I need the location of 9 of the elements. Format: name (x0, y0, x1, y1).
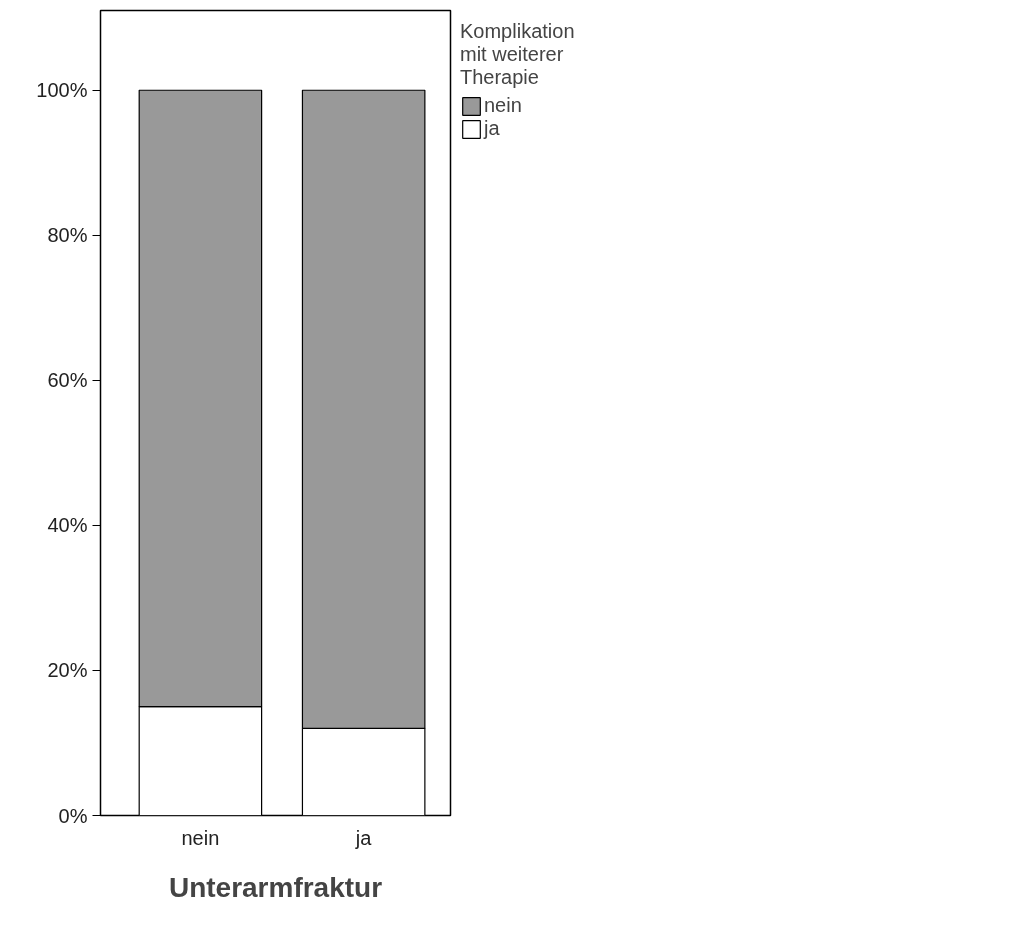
y-tick-label: 60% (47, 369, 88, 392)
y-tick-label: 0% (58, 804, 88, 827)
x-axis-title: Unterarmfraktur (168, 871, 383, 903)
y-tick-label: 40% (47, 514, 88, 537)
y-tick-label: 100% (36, 79, 88, 102)
y-tick-label: 80% (47, 224, 88, 247)
legend-label: ja (484, 117, 501, 140)
y-tick-label: 20% (47, 659, 88, 682)
legend-label: nein (484, 94, 522, 117)
